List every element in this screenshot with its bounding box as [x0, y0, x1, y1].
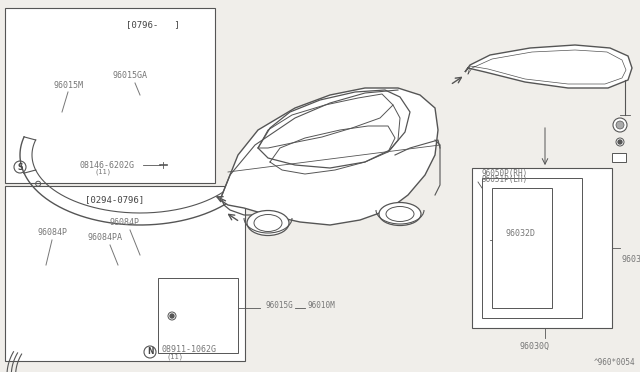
- Text: (11): (11): [95, 169, 112, 175]
- Text: 08146-6202G: 08146-6202G: [80, 160, 135, 170]
- Ellipse shape: [254, 215, 282, 231]
- Polygon shape: [220, 88, 438, 225]
- Text: 96050P(RH): 96050P(RH): [482, 169, 528, 178]
- Bar: [5, 186, 245, 361]
- Text: 96051P(LH): 96051P(LH): [482, 175, 528, 184]
- Circle shape: [156, 212, 166, 222]
- Text: 96010M: 96010M: [308, 301, 336, 310]
- Ellipse shape: [386, 206, 414, 221]
- Bar: [482, 178, 582, 318]
- Polygon shape: [465, 45, 632, 88]
- Text: N: N: [147, 347, 153, 356]
- Circle shape: [170, 314, 174, 318]
- Bar: [472, 168, 612, 328]
- Text: 96084PA: 96084PA: [88, 233, 122, 242]
- Text: ^960*0054: ^960*0054: [593, 358, 635, 367]
- Circle shape: [613, 118, 627, 132]
- Circle shape: [168, 312, 176, 320]
- Ellipse shape: [379, 202, 421, 225]
- Bar: [492, 188, 552, 308]
- Text: 08911-1062G: 08911-1062G: [162, 346, 217, 355]
- Text: 96084P: 96084P: [110, 218, 140, 227]
- Circle shape: [14, 161, 26, 173]
- Text: 96033L: 96033L: [622, 256, 640, 264]
- Circle shape: [616, 138, 624, 146]
- Text: 96015GA: 96015GA: [113, 71, 147, 80]
- Text: 96015M: 96015M: [53, 81, 83, 90]
- Text: [0294-0796]: [0294-0796]: [85, 195, 145, 204]
- Circle shape: [616, 121, 624, 129]
- Text: (11): (11): [166, 353, 184, 359]
- Polygon shape: [258, 90, 410, 168]
- Text: 96084P: 96084P: [37, 228, 67, 237]
- Text: 96030Q: 96030Q: [520, 342, 550, 351]
- Ellipse shape: [247, 211, 289, 235]
- Circle shape: [618, 140, 622, 144]
- Text: 96032D: 96032D: [505, 229, 535, 238]
- Circle shape: [144, 346, 156, 358]
- Bar: [158, 278, 238, 353]
- Bar: [612, 153, 626, 162]
- Text: 96015G: 96015G: [265, 301, 292, 310]
- Text: [0796-   ]: [0796- ]: [126, 20, 180, 29]
- Text: S: S: [17, 163, 22, 171]
- Bar: [5, 8, 215, 183]
